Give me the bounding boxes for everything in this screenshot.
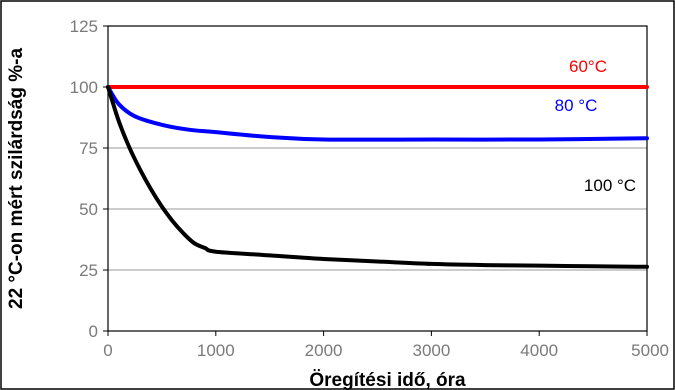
y-tick-label: 75 <box>79 139 98 158</box>
y-tick-label: 0 <box>89 322 98 341</box>
y-tick-label: 100 <box>70 78 98 97</box>
x-tick-label: 1000 <box>197 341 235 360</box>
series-100c-line <box>106 85 649 269</box>
y-tick-label: 125 <box>70 17 98 36</box>
series-label-100c: 100 °C <box>584 176 636 195</box>
axis-ticks: 0 25 50 75 100 125 0 1000 2000 3000 4000 5000 <box>70 17 669 360</box>
x-tick-label: 5000 <box>631 341 669 360</box>
x-tick-label: 0 <box>103 341 112 360</box>
y-tick-label: 25 <box>79 261 98 280</box>
y-axis-title: 22 °C-on mért szilárdság %-a <box>6 48 27 309</box>
series-80c-line <box>106 85 649 142</box>
series-lines <box>106 85 649 269</box>
x-axis-title: Öregítési idő, óra <box>309 370 466 390</box>
y-tick-label: 50 <box>79 200 98 219</box>
x-tick-label: 2000 <box>305 341 343 360</box>
series-labels: 60°C 80 °C 100 °C <box>555 57 636 195</box>
x-tick-label: 4000 <box>520 341 558 360</box>
x-tick-label: 3000 <box>412 341 450 360</box>
plot-frame <box>107 25 648 332</box>
series-label-60c: 60°C <box>569 57 607 76</box>
series-label-80c: 80 °C <box>555 96 598 115</box>
